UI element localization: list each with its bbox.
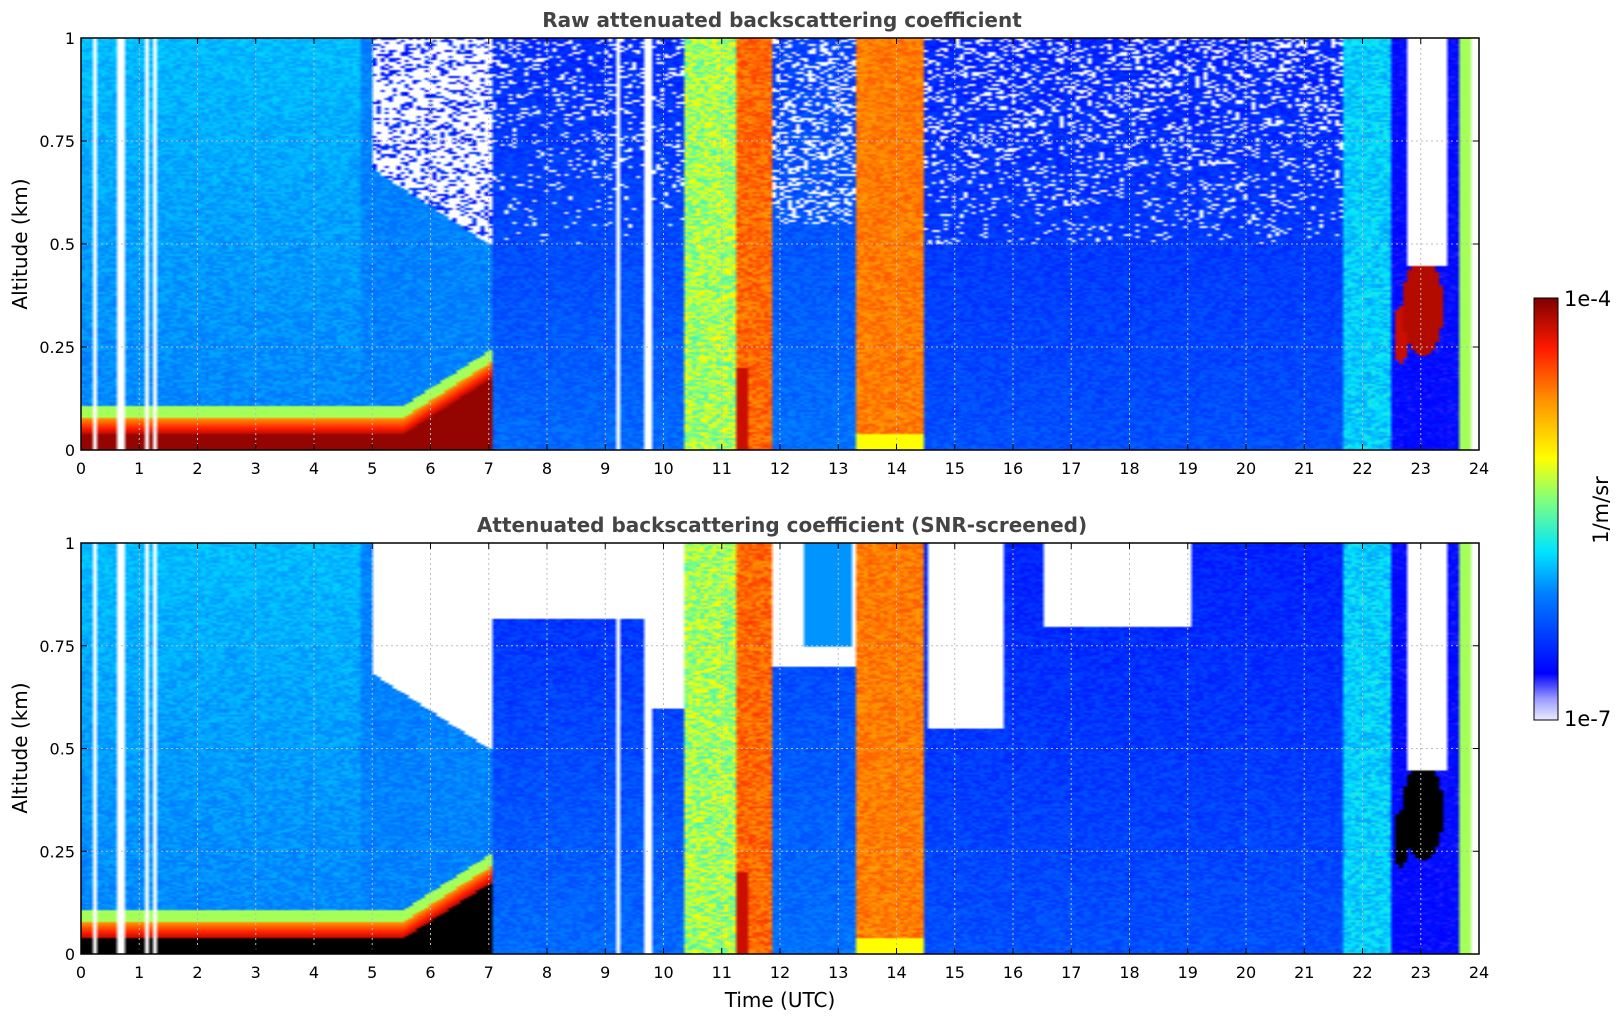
x-tick-label: 16 bbox=[1003, 963, 1023, 982]
x-tick-label: 11 bbox=[712, 963, 732, 982]
x-tick-label: 20 bbox=[1236, 963, 1256, 982]
x-tick-label: 10 bbox=[653, 963, 673, 982]
x-tick-label: 10 bbox=[653, 459, 673, 478]
x-tick-label: 24 bbox=[1469, 459, 1489, 478]
x-tick-label: 1 bbox=[134, 459, 144, 478]
grid-screened bbox=[81, 543, 1479, 954]
y-axis-label: Altitude (km) bbox=[8, 682, 32, 813]
x-tick-label: 24 bbox=[1469, 963, 1489, 982]
x-tick-label: 14 bbox=[886, 963, 906, 982]
x-tick-label: 20 bbox=[1236, 459, 1256, 478]
x-tick-label: 22 bbox=[1352, 963, 1372, 982]
x-axis-ticks: 0 1 2 3 4 5 6 7 8 9 10 11 12 13 14 15 16 17 18 19 20 21 22 23 24 bbox=[76, 38, 1489, 478]
x-tick-label: 5 bbox=[367, 963, 377, 982]
panel-screened: Attenuated backscattering coefficient (S… bbox=[8, 513, 1489, 1012]
x-tick-label: 8 bbox=[542, 459, 552, 478]
x-tick-label: 14 bbox=[886, 459, 906, 478]
x-tick-label: 13 bbox=[828, 459, 848, 478]
y-tick-label: 0.25 bbox=[39, 338, 75, 357]
x-tick-label: 12 bbox=[770, 459, 790, 478]
x-tick-label: 19 bbox=[1178, 459, 1198, 478]
y-tick-label: 0.25 bbox=[39, 842, 75, 861]
colorbar-max-label: 1e-4 bbox=[1564, 287, 1611, 311]
x-tick-label: 18 bbox=[1119, 963, 1139, 982]
x-tick-label: 17 bbox=[1061, 963, 1081, 982]
y-tick-label: 1 bbox=[65, 534, 75, 553]
grid-raw bbox=[81, 38, 1479, 450]
y-tick-label: 1 bbox=[65, 29, 75, 48]
y-tick-label: 0.75 bbox=[39, 132, 75, 151]
x-tick-label: 22 bbox=[1352, 459, 1372, 478]
y-axis-ticks: 0 0.25 0.5 0.75 1 bbox=[39, 534, 1479, 964]
panel-title: Raw attenuated backscattering coefficien… bbox=[542, 8, 1022, 32]
x-tick-label: 6 bbox=[425, 459, 435, 478]
x-tick-label: 15 bbox=[945, 963, 965, 982]
y-tick-label: 0.5 bbox=[50, 740, 75, 759]
x-tick-label: 16 bbox=[1003, 459, 1023, 478]
x-tick-label: 15 bbox=[945, 459, 965, 478]
colorbar-min-label: 1e-7 bbox=[1564, 707, 1611, 731]
colorbar-gradient bbox=[1533, 297, 1559, 721]
x-tick-label: 4 bbox=[309, 963, 319, 982]
x-tick-label: 3 bbox=[251, 963, 261, 982]
x-tick-label: 21 bbox=[1294, 963, 1314, 982]
x-tick-label: 4 bbox=[309, 459, 319, 478]
x-tick-label: 0 bbox=[76, 459, 86, 478]
panel-title: Attenuated backscattering coefficient (S… bbox=[477, 513, 1087, 537]
y-axis-ticks: 0 0.25 0.5 0.75 1 bbox=[39, 29, 1479, 460]
x-tick-label: 21 bbox=[1294, 459, 1314, 478]
x-tick-label: 1 bbox=[134, 963, 144, 982]
x-tick-label: 17 bbox=[1061, 459, 1081, 478]
x-tick-label: 0 bbox=[76, 963, 86, 982]
x-tick-label: 2 bbox=[192, 459, 202, 478]
y-tick-label: 0.5 bbox=[50, 235, 75, 254]
x-tick-label: 5 bbox=[367, 459, 377, 478]
x-tick-label: 19 bbox=[1178, 963, 1198, 982]
x-tick-label: 8 bbox=[542, 963, 552, 982]
x-axis-label: Time (UTC) bbox=[724, 988, 836, 1012]
x-tick-label: 9 bbox=[600, 459, 610, 478]
x-tick-label: 13 bbox=[828, 963, 848, 982]
x-axis-ticks: 0 1 2 3 4 5 6 7 8 9 10 11 12 13 14 15 16 17 18 19 20 21 22 23 24 bbox=[76, 543, 1489, 982]
x-tick-label: 2 bbox=[192, 963, 202, 982]
y-axis-label: Altitude (km) bbox=[8, 178, 32, 309]
x-tick-label: 7 bbox=[484, 963, 494, 982]
x-tick-label: 23 bbox=[1411, 459, 1431, 478]
x-tick-label: 3 bbox=[251, 459, 261, 478]
y-tick-label: 0 bbox=[65, 945, 75, 964]
x-tick-label: 6 bbox=[425, 963, 435, 982]
panel-raw: Raw attenuated backscattering coefficien… bbox=[8, 8, 1489, 478]
x-tick-label: 11 bbox=[712, 459, 732, 478]
x-tick-label: 23 bbox=[1411, 963, 1431, 982]
y-tick-label: 0.75 bbox=[39, 637, 75, 656]
x-tick-label: 18 bbox=[1119, 459, 1139, 478]
colorbar-unit-label: 1/m/sr bbox=[1589, 476, 1613, 544]
colorbar: 1e-4 1e-7 1/m/sr bbox=[1533, 287, 1613, 731]
x-tick-label: 7 bbox=[484, 459, 494, 478]
y-tick-label: 0 bbox=[65, 441, 75, 460]
x-tick-label: 12 bbox=[770, 963, 790, 982]
x-tick-label: 9 bbox=[600, 963, 610, 982]
